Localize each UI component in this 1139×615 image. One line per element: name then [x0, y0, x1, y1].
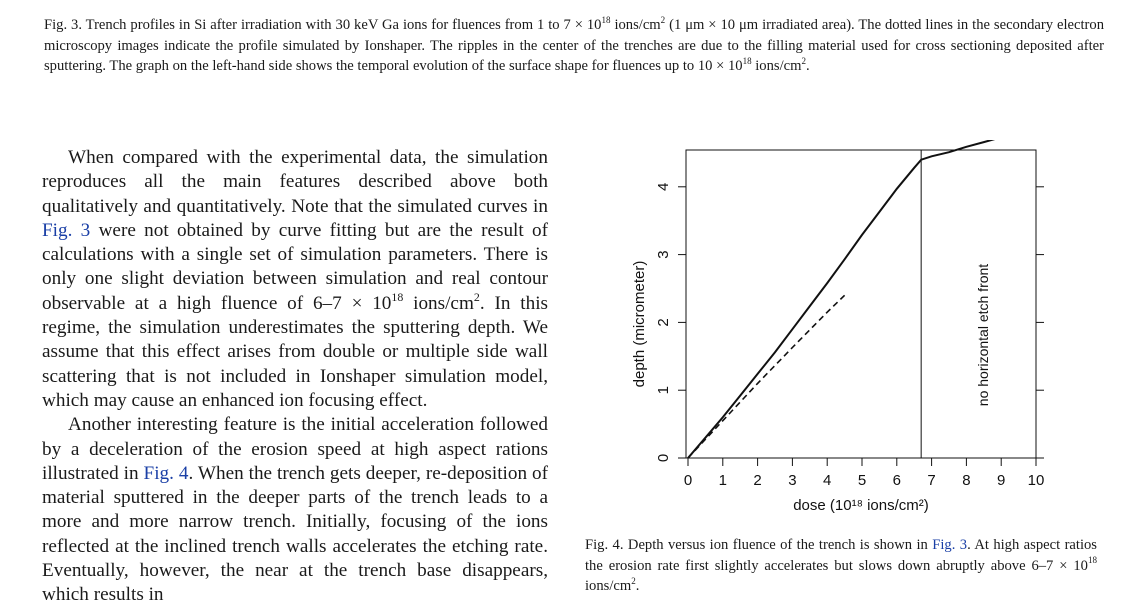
fig4-caption-text-2: . At high aspect ratios the erosion rate… [585, 537, 1097, 574]
paragraph-1-text-b: were not obtained by curve fitting but a… [42, 219, 548, 314]
solid-series-line [687, 140, 996, 459]
paragraph-2: Another interesting feature is the initi… [42, 413, 548, 607]
caption-exp-1: 18 [601, 14, 611, 25]
paragraph-1: When compared with the experimental data… [42, 146, 548, 413]
x-tick-label: 4 [823, 472, 831, 489]
caption-text-5: . [806, 58, 810, 74]
fig4-caption-text-4: . [635, 578, 640, 594]
caption-exp-3: 18 [742, 55, 752, 66]
y-tick-label: 3 [655, 250, 672, 258]
x-tick-label: 3 [788, 472, 796, 489]
fig4-caption-text-1: Depth versus ion fluence of the trench i… [623, 537, 933, 553]
paragraph-1-text-a: When compared with the experimental data… [42, 147, 548, 217]
figure-4-caption: Fig. 4. Depth versus ion fluence of the … [585, 535, 1097, 597]
paragraph-2-text-a: Another interesting feature is the initi… [42, 414, 548, 484]
paragraph-1-exp-2: 2 [473, 289, 480, 304]
data-series [687, 140, 996, 459]
figure-4-link[interactable]: Fig. 4 [143, 462, 189, 484]
y-tick-label: 0 [655, 454, 672, 462]
x-tick-label: 0 [684, 472, 692, 489]
caption-label: Fig. 3. [44, 17, 82, 33]
y-tick-label: 4 [655, 183, 672, 191]
fig4-caption-label: Fig. 4. [585, 537, 624, 553]
caption-text-2: ions/cm [610, 17, 661, 33]
vertical-line-label: no horizontal etch front [975, 264, 991, 407]
caption-exp-4: 2 [801, 55, 807, 66]
y-tick-label: 1 [655, 386, 672, 394]
paragraph-2-text-b: . When the trench gets deeper, re-deposi… [42, 462, 549, 606]
axis-ticks [678, 186, 1044, 466]
x-tick-label: 6 [893, 472, 901, 489]
plot-frame [685, 149, 1037, 459]
caption-text-3: (1 μm × 10 μm irradiated area). The dott… [44, 17, 1104, 74]
paragraph-1-exp-1: 18 [391, 289, 404, 304]
body-text-column: When compared with the experimental data… [42, 146, 548, 608]
y-tick-label: 2 [655, 318, 672, 326]
axis-tick-labels: 0 1 2 3 4 5 6 7 8 9 10 0 1 2 3 4 [655, 183, 1044, 489]
x-tick-label: 1 [719, 472, 727, 489]
x-tick-label: 7 [927, 472, 935, 489]
x-axis-label: dose (10¹⁸ ions/cm²) [793, 497, 929, 514]
x-tick-label: 8 [962, 472, 970, 489]
x-tick-label: 9 [997, 472, 1005, 489]
fig4-caption-text-3: ions/cm [585, 578, 632, 594]
fig4-caption-exp-2: 2 [631, 575, 636, 586]
fig4-caption-figure-3-link[interactable]: Fig. 3 [932, 537, 968, 553]
paragraph-1-text-d: . In this regime, the simulation underes… [42, 292, 548, 411]
depth-vs-dose-chart: 0 1 2 3 4 5 6 7 8 9 10 0 1 2 3 4 no horizontal etch fro… [631, 140, 1044, 514]
dashed-series-line [687, 294, 846, 459]
figure-3-caption: Fig. 3. Trench profiles in Si after irra… [44, 15, 1104, 77]
caption-exp-2: 2 [660, 14, 666, 25]
x-tick-label: 10 [1028, 472, 1045, 489]
figure-3-link[interactable]: Fig. 3 [42, 219, 91, 241]
caption-text-1: Trench profiles in Si after irradiation … [85, 17, 602, 33]
paragraph-1-text-c: ions/cm [403, 292, 474, 314]
x-tick-label: 2 [753, 472, 761, 489]
y-axis-label: depth (micrometer) [631, 261, 648, 388]
fig4-caption-exp-1: 18 [1087, 555, 1097, 566]
caption-text-4: ions/cm [751, 58, 802, 74]
x-tick-label: 5 [858, 472, 866, 489]
